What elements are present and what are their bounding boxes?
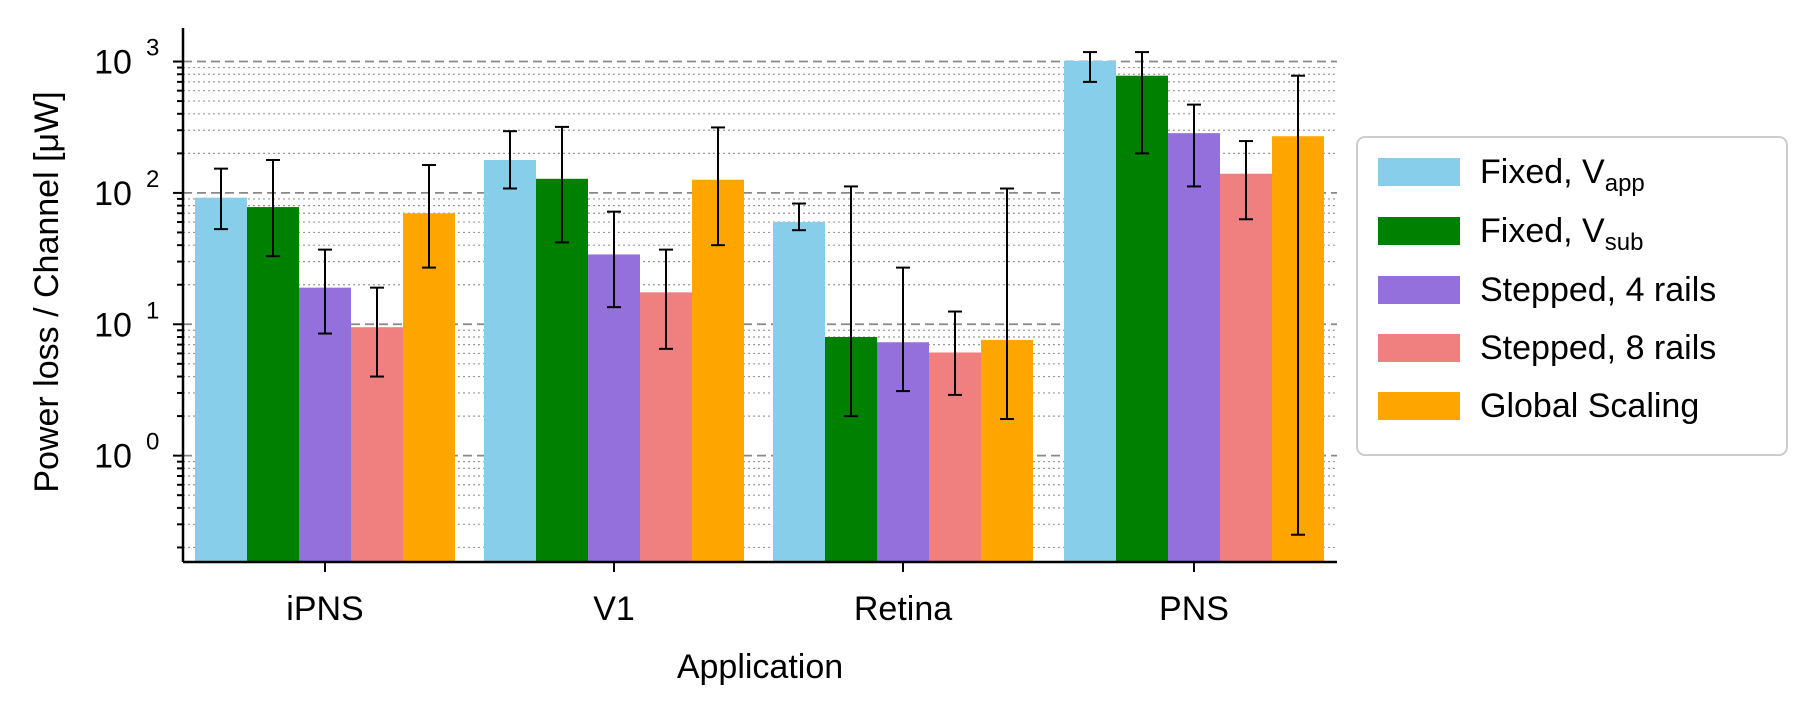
y-tick-label: 10 (94, 306, 132, 344)
y-tick-label: 10 (94, 44, 132, 82)
bar (1116, 75, 1168, 563)
bar (247, 207, 299, 562)
bar (403, 213, 455, 562)
x-tick-label: PNS (1159, 590, 1229, 628)
x-axis-title: Application (677, 648, 843, 686)
y-axis-title: Power loss / Channel [μW] (28, 91, 66, 492)
legend-swatch (1378, 158, 1460, 186)
error-bars (214, 51, 1305, 536)
bars (195, 60, 1324, 563)
legend-swatch (1378, 276, 1460, 304)
bar (484, 160, 536, 562)
y-tick-exponent: 1 (146, 297, 159, 324)
bar (1220, 173, 1272, 562)
legend-label-subscript: sub (1605, 229, 1644, 256)
legend-label: Stepped, 4 rails (1480, 271, 1716, 309)
bar (1064, 60, 1116, 562)
x-tick-label: Retina (854, 590, 952, 628)
y-tick-exponent: 0 (146, 429, 159, 456)
legend-label-subscript: app (1605, 170, 1645, 197)
bar (195, 197, 247, 563)
legend-swatch (1378, 217, 1460, 245)
x-ticks: iPNS V1 Retina PNS (286, 562, 1229, 628)
legend-label: Stepped, 8 rails (1480, 329, 1716, 367)
bar (1168, 133, 1220, 562)
y-tick-label: 10 (94, 175, 132, 213)
y-tick-exponent: 3 (146, 35, 159, 62)
y-tick-exponent: 2 (146, 166, 159, 193)
x-tick-label: V1 (593, 590, 635, 628)
legend-swatch (1378, 392, 1460, 420)
legend-swatch (1378, 334, 1460, 362)
bar (773, 222, 825, 562)
legend-label: Fixed, Vsub (1480, 212, 1643, 256)
x-tick-label: iPNS (286, 590, 363, 628)
axes (181, 28, 1337, 564)
y-tick-label: 10 (94, 438, 132, 476)
legend-label: Global Scaling (1480, 387, 1699, 425)
legend-frame (1356, 136, 1788, 456)
y-ticks: 10 0 10 1 10 2 10 3 (94, 35, 183, 549)
